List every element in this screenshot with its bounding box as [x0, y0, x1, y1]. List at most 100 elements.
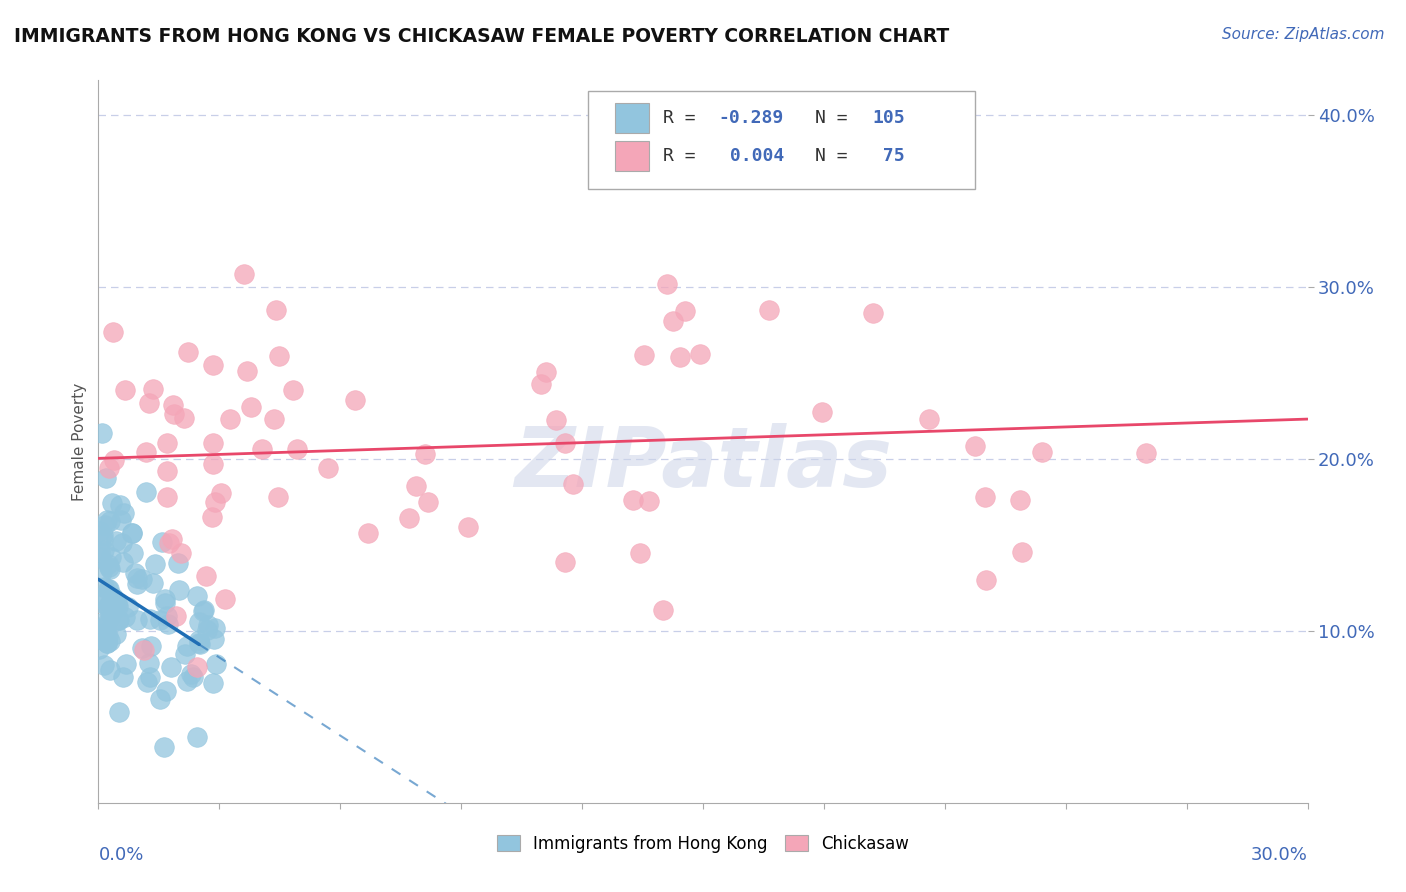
- Point: [1135, 446, 1157, 460]
- Point: [187, 633, 209, 648]
- Point: [554, 556, 576, 570]
- Point: [141, 639, 163, 653]
- Bar: [614, 141, 648, 171]
- Point: [111, 670, 134, 684]
- Text: IMMIGRANTS FROM HONG KONG VS CHICKASAW FEMALE POVERTY CORRELATION CHART: IMMIGRANTS FROM HONG KONG VS CHICKASAW F…: [14, 27, 949, 45]
- Text: 105: 105: [872, 109, 905, 127]
- Point: [160, 532, 183, 546]
- Point: [236, 364, 259, 378]
- Point: [176, 674, 198, 689]
- Point: [101, 325, 124, 339]
- Text: 0.004: 0.004: [718, 147, 785, 165]
- Point: [127, 577, 149, 591]
- Point: [90, 616, 112, 631]
- Point: [149, 692, 172, 706]
- Point: [89, 632, 111, 646]
- Point: [621, 493, 644, 508]
- Point: [202, 676, 225, 690]
- Point: [107, 613, 129, 627]
- Point: [187, 615, 209, 629]
- Point: [633, 348, 655, 362]
- Point: [91, 528, 114, 542]
- Point: [534, 366, 557, 380]
- Point: [98, 596, 121, 610]
- Point: [121, 526, 143, 541]
- Point: [413, 447, 436, 461]
- Point: [122, 546, 145, 560]
- Point: [181, 670, 204, 684]
- Point: [104, 626, 127, 640]
- Point: [651, 603, 673, 617]
- Point: [96, 513, 118, 527]
- Point: [125, 613, 148, 627]
- Point: [180, 666, 202, 681]
- Point: [124, 566, 146, 581]
- Text: ZIPatlas: ZIPatlas: [515, 423, 891, 504]
- Point: [97, 599, 120, 613]
- Point: [105, 597, 128, 611]
- Point: [101, 496, 124, 510]
- Point: [150, 534, 173, 549]
- Point: [138, 612, 160, 626]
- Point: [110, 513, 132, 527]
- Point: [267, 490, 290, 504]
- Point: [202, 436, 225, 450]
- Point: [357, 525, 380, 540]
- Point: [94, 624, 117, 639]
- Point: [457, 520, 479, 534]
- Text: N =: N =: [815, 147, 859, 165]
- Point: [93, 543, 115, 558]
- Point: [669, 350, 692, 364]
- Point: [165, 609, 187, 624]
- Point: [214, 591, 236, 606]
- Point: [281, 384, 304, 398]
- Point: [193, 603, 215, 617]
- Point: [1031, 445, 1053, 459]
- Point: [87, 641, 110, 656]
- Point: [104, 598, 127, 612]
- Point: [91, 565, 114, 579]
- Point: [233, 268, 256, 282]
- Point: [193, 604, 215, 618]
- Text: Source: ZipAtlas.com: Source: ZipAtlas.com: [1222, 27, 1385, 42]
- Point: [655, 277, 678, 291]
- Point: [204, 621, 226, 635]
- Point: [97, 557, 120, 571]
- Point: [97, 560, 120, 574]
- Point: [93, 580, 115, 594]
- Point: [142, 575, 165, 590]
- Point: [112, 506, 135, 520]
- Text: 75: 75: [872, 147, 905, 165]
- Text: -0.289: -0.289: [718, 109, 785, 127]
- Point: [530, 377, 553, 392]
- Point: [177, 344, 200, 359]
- Point: [162, 398, 184, 412]
- Point: [202, 632, 225, 647]
- Point: [973, 490, 995, 504]
- Point: [138, 670, 160, 684]
- Point: [562, 477, 585, 491]
- Point: [97, 629, 120, 643]
- Point: [344, 392, 367, 407]
- Point: [186, 589, 208, 603]
- Point: [105, 534, 128, 549]
- Point: [173, 410, 195, 425]
- Point: [127, 571, 149, 585]
- Point: [89, 550, 111, 565]
- Point: [96, 635, 118, 649]
- Point: [90, 426, 112, 441]
- Point: [169, 546, 191, 560]
- Point: [1008, 493, 1031, 508]
- Point: [103, 452, 125, 467]
- Point: [143, 558, 166, 572]
- Point: [132, 643, 155, 657]
- Point: [201, 358, 224, 372]
- Point: [194, 568, 217, 582]
- Point: [98, 514, 121, 528]
- Point: [250, 442, 273, 457]
- Point: [94, 632, 117, 647]
- Point: [195, 623, 218, 637]
- Point: [204, 495, 226, 509]
- Point: [156, 617, 179, 632]
- Point: [965, 439, 987, 453]
